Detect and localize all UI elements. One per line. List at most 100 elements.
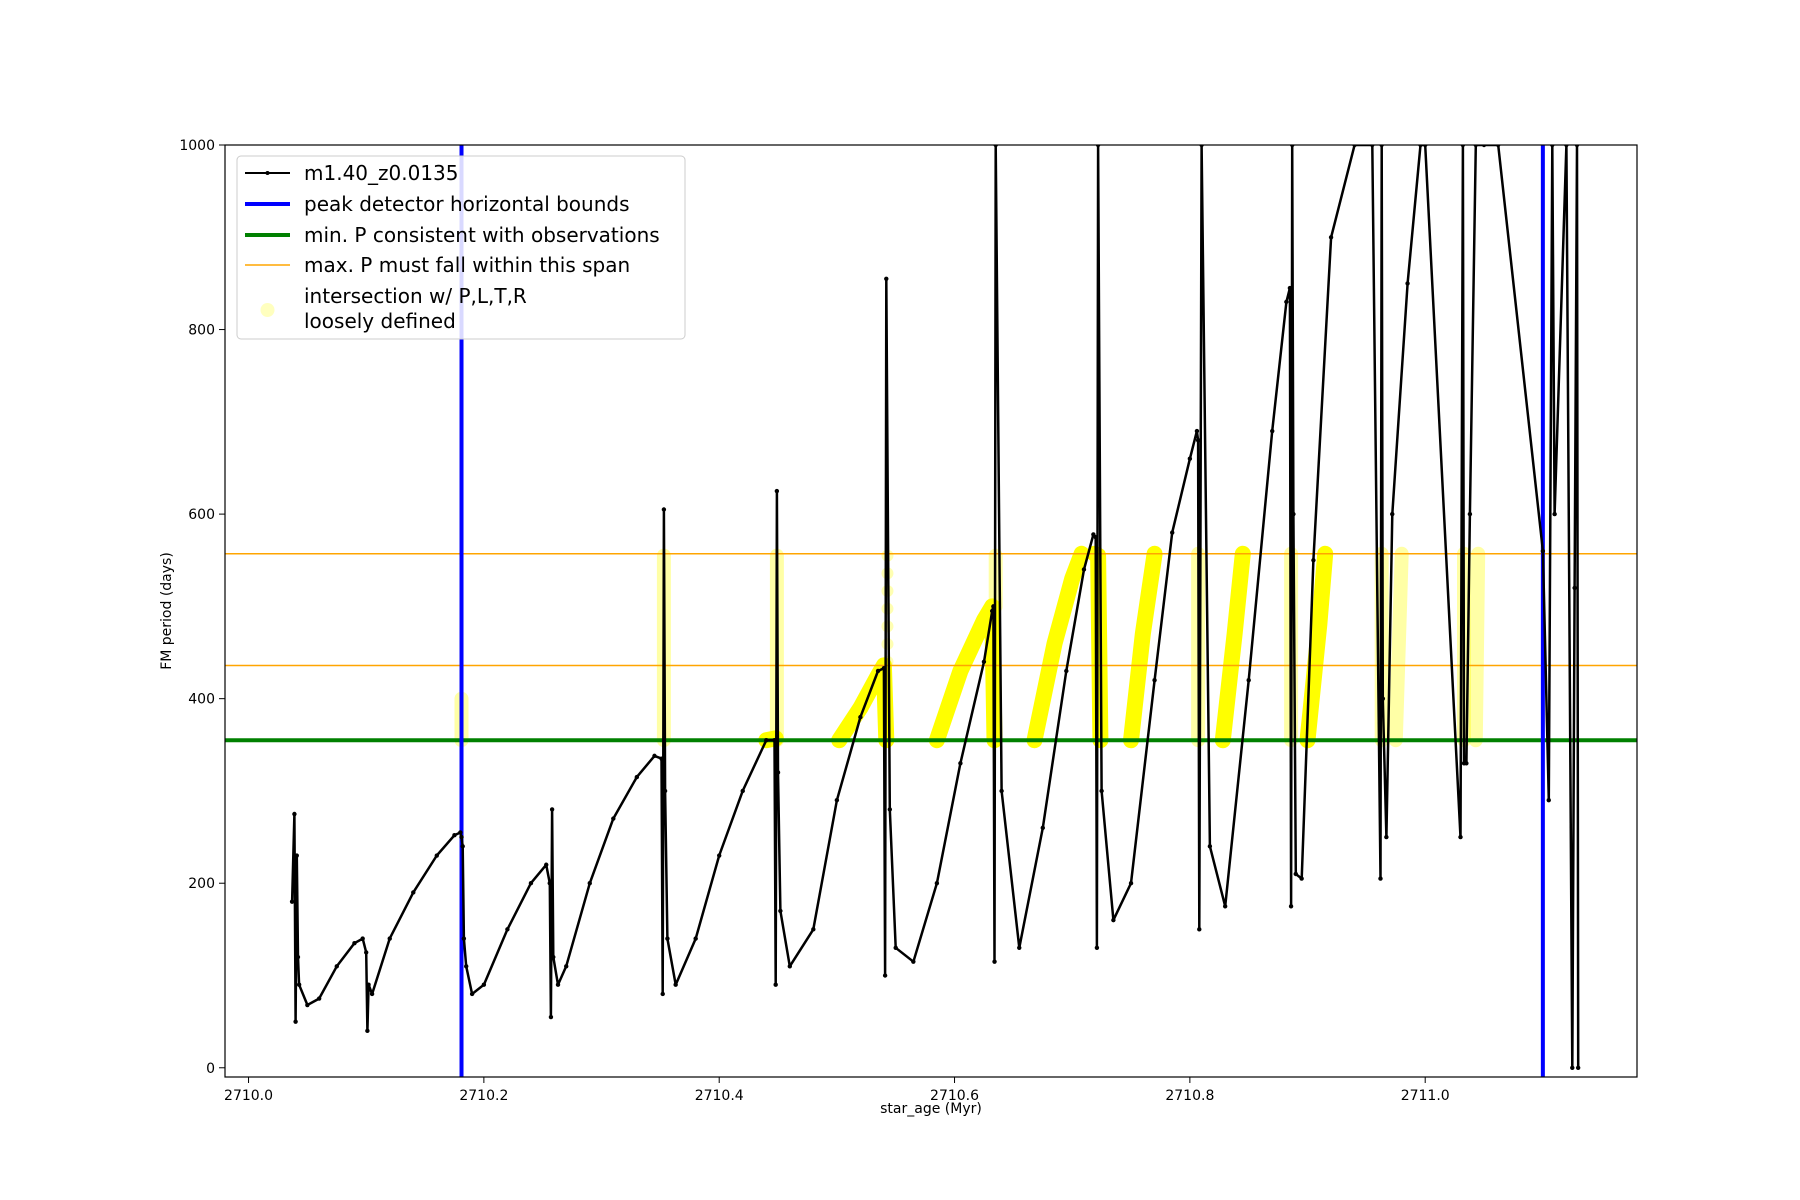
model-series-point [1552,511,1557,517]
model-series-point [764,737,769,743]
model-series-point [673,982,678,987]
model-series-point [858,714,863,720]
legend: m1.40_z0.0135 peak detector horizontal b… [236,155,686,340]
model-series-point [1064,668,1069,674]
model-series-point [693,936,698,941]
model-series-point [1111,917,1116,923]
model-series-point [1270,428,1275,434]
model-series-point [1575,1065,1581,1070]
model-series-point [875,668,881,674]
x-axis-label: star_age (Myr) [880,1101,982,1117]
intersection-segment-10 [1123,545,1163,749]
model-series-point [1293,871,1298,877]
x-tick-label: 2710.6 [930,1088,979,1104]
y-tick-label: 200 [188,876,215,892]
model-series-point [665,936,670,941]
model-series-point [911,959,916,964]
model-series-point [1546,797,1551,803]
model-series-point [981,659,987,664]
model-series-point [1093,534,1098,540]
model-series-point [1284,299,1289,305]
model-series-point [893,945,898,951]
model-series-point [459,834,464,840]
model-series-point [1384,834,1389,840]
model-series-point [458,830,463,835]
legend-label-intersection: intersection w/ P,L,T,R [304,284,527,308]
plot-frame [224,144,1638,1078]
model-series-point [652,753,657,759]
model-series-point [469,991,475,997]
model-series-point [547,881,552,886]
model-series-point [659,756,664,761]
y-axis-label: FM period (days) [159,552,175,670]
model-series-point [1194,428,1200,434]
model-series-point [1572,585,1577,591]
model-series-point [740,788,745,794]
model-series-point [334,964,339,969]
model-series-point [564,964,569,969]
legend-swatch-model-marker [265,171,270,175]
model-series-point [1170,530,1175,535]
model-series-point [1207,844,1213,849]
legend-label-max-p: max. P must fall within this span [304,253,630,277]
model-series-point [369,991,375,997]
model-series-point [884,276,889,282]
y-tick-label: 400 [188,692,215,708]
x-tick-label: 2711.0 [1401,1088,1450,1104]
model-series-point [1540,548,1546,554]
model-series-point [366,982,371,987]
model-series-point [991,604,996,609]
intersection-segment-12 [1214,545,1251,749]
model-series-point [1458,834,1463,840]
model-series-point [774,488,780,494]
model-series-point [1128,881,1134,886]
intersection-segment-8 [1026,545,1090,749]
y-tick-label: 600 [188,507,215,523]
model-series-point [551,954,556,960]
model-series-point [1017,945,1022,951]
model-series-point [295,954,301,960]
intersection-segment-16 [1388,546,1409,748]
model-series-point [549,807,555,812]
model-series-point [1378,876,1383,881]
model-series-point [881,666,887,671]
model-series-point [1152,678,1157,683]
model-series-point [1246,678,1251,683]
model-series-point [662,788,668,794]
model-series-point [316,996,322,1001]
model-series-point [772,737,777,743]
model-series-point [934,881,940,886]
model-series-point [296,982,302,987]
x-tick-label: 2710.2 [459,1088,508,1104]
legend-label-model: m1.40_z0.0135 [304,161,459,185]
star-age-period-series [289,145,1581,1070]
model-series-point [660,991,665,997]
model-series-point [958,761,963,766]
model-series-point [1099,788,1104,794]
model-series-point [834,797,840,803]
model-series-point [773,982,778,987]
model-series-point [1390,511,1395,517]
model-series-point [292,811,297,817]
legend-swatch-intersection [260,303,275,317]
model-series-point [1380,696,1386,701]
intersection-segment-18 [1468,546,1486,748]
model-series-point [1287,285,1293,291]
model-series-point [544,862,549,867]
model-series-point [434,853,439,858]
x-tick-label: 2710.4 [695,1088,744,1104]
model-series-point [992,959,997,964]
y-axis-ticks: 0 200 400 600 800 1000 [179,138,225,1077]
model-series-point [661,507,667,512]
model-series-point [505,927,510,932]
model-series-point [548,1014,554,1020]
model-series-point [352,940,357,946]
model-series-point [811,927,816,932]
model-series-point [460,844,465,849]
model-series-point [882,973,888,978]
model-series-point [305,1002,310,1008]
model-series-point [999,788,1004,794]
legend-label-peak-bounds: peak detector horizontal bounds [304,192,630,216]
model-series-point [1299,876,1304,881]
